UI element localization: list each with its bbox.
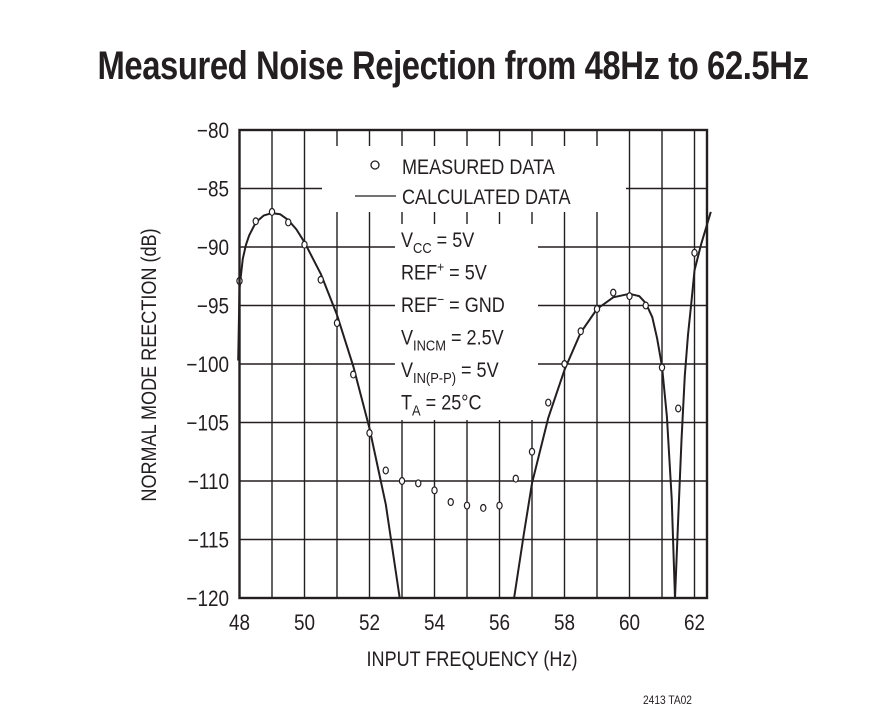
x-tick-label: 48 bbox=[229, 611, 250, 636]
measured-point bbox=[447, 498, 454, 507]
y-tick-label: −80 bbox=[197, 119, 229, 144]
measured-point bbox=[415, 479, 422, 488]
measured-point bbox=[593, 305, 601, 314]
measured-point bbox=[545, 398, 552, 407]
condition-line: TA = 25°C bbox=[401, 391, 482, 418]
calculated-curve-segment bbox=[513, 292, 676, 599]
condition-line: REF− = GND bbox=[401, 291, 505, 317]
y-axis-label: NORMAL MODE REECTION (dB) bbox=[138, 228, 162, 501]
measured-point bbox=[285, 218, 292, 227]
measured-point bbox=[675, 404, 682, 413]
measured-point bbox=[528, 447, 536, 456]
measured-point bbox=[398, 477, 406, 486]
measured-point bbox=[642, 301, 649, 310]
measured-point bbox=[610, 288, 617, 297]
condition-line: VIN(P-P) = 5V bbox=[401, 359, 499, 386]
x-tick-label: 52 bbox=[359, 611, 380, 636]
legend: MEASURED DATA CALCULATED DATA bbox=[355, 156, 571, 210]
measured-point bbox=[626, 292, 633, 301]
measured-point bbox=[252, 217, 259, 226]
chart-title: Measured Noise Rejection from 48Hz to 62… bbox=[97, 44, 809, 88]
x-axis-label: INPUT FREQUENCY (Hz) bbox=[367, 648, 578, 672]
measured-marker-icon bbox=[370, 160, 380, 170]
measured-point bbox=[366, 429, 373, 438]
x-tick-label: 58 bbox=[554, 611, 575, 636]
measured-point bbox=[431, 486, 438, 495]
y-tick-label: −115 bbox=[188, 528, 229, 553]
measured-point bbox=[561, 360, 568, 369]
y-tick-label: −110 bbox=[188, 470, 229, 495]
figure-id: 2413 TA02 bbox=[643, 693, 692, 707]
x-tick-label: 54 bbox=[424, 611, 445, 636]
x-axis-tick-labels: 48 50 52 54 56 58 60 62 bbox=[229, 611, 705, 636]
condition-line: VINCM = 2.5V bbox=[401, 326, 504, 353]
x-tick-label: 62 bbox=[684, 611, 705, 636]
x-tick-label: 60 bbox=[619, 611, 640, 636]
calculated-curve-segment bbox=[237, 212, 401, 599]
measured-point bbox=[691, 248, 698, 257]
y-tick-label: −90 bbox=[197, 236, 229, 261]
measured-point bbox=[268, 207, 276, 216]
measured-point bbox=[317, 275, 324, 284]
measured-point bbox=[512, 474, 519, 483]
legend-calculated-label: CALCULATED DATA bbox=[402, 186, 571, 210]
legend-backgrounds bbox=[322, 146, 626, 420]
x-tick-label: 56 bbox=[489, 611, 510, 636]
y-tick-label: −100 bbox=[186, 353, 229, 378]
measured-point bbox=[658, 363, 666, 372]
measured-data-points bbox=[236, 207, 698, 512]
measured-point bbox=[496, 501, 503, 510]
test-conditions: VCC = 5V REF+ = 5V REF− = GND VINCM = 2.5V V… bbox=[401, 229, 505, 419]
measured-point bbox=[350, 370, 357, 379]
measured-point bbox=[301, 240, 308, 249]
x-tick-label: 50 bbox=[294, 611, 315, 636]
measured-point bbox=[480, 503, 487, 512]
measured-point bbox=[382, 466, 389, 475]
conditions-background bbox=[395, 224, 538, 420]
calculated-curve-segment bbox=[674, 211, 712, 599]
legend-measured-label: MEASURED DATA bbox=[402, 156, 556, 180]
y-tick-label: −105 bbox=[186, 411, 229, 436]
measured-point bbox=[577, 327, 584, 336]
measured-point bbox=[463, 501, 471, 510]
measured-point bbox=[333, 319, 341, 328]
y-axis-tick-labels: −80 −85 −90 −95 −100 −105 −110 −115 −120 bbox=[186, 119, 229, 612]
y-tick-label: −85 bbox=[197, 177, 229, 202]
plot-frame bbox=[238, 128, 709, 600]
y-tick-label: −95 bbox=[197, 294, 229, 319]
condition-line: REF+ = 5V bbox=[401, 259, 487, 285]
condition-line: VCC = 5V bbox=[401, 229, 474, 256]
plot-border bbox=[238, 128, 709, 600]
y-tick-label: −120 bbox=[186, 587, 229, 612]
legend-background bbox=[322, 146, 626, 212]
